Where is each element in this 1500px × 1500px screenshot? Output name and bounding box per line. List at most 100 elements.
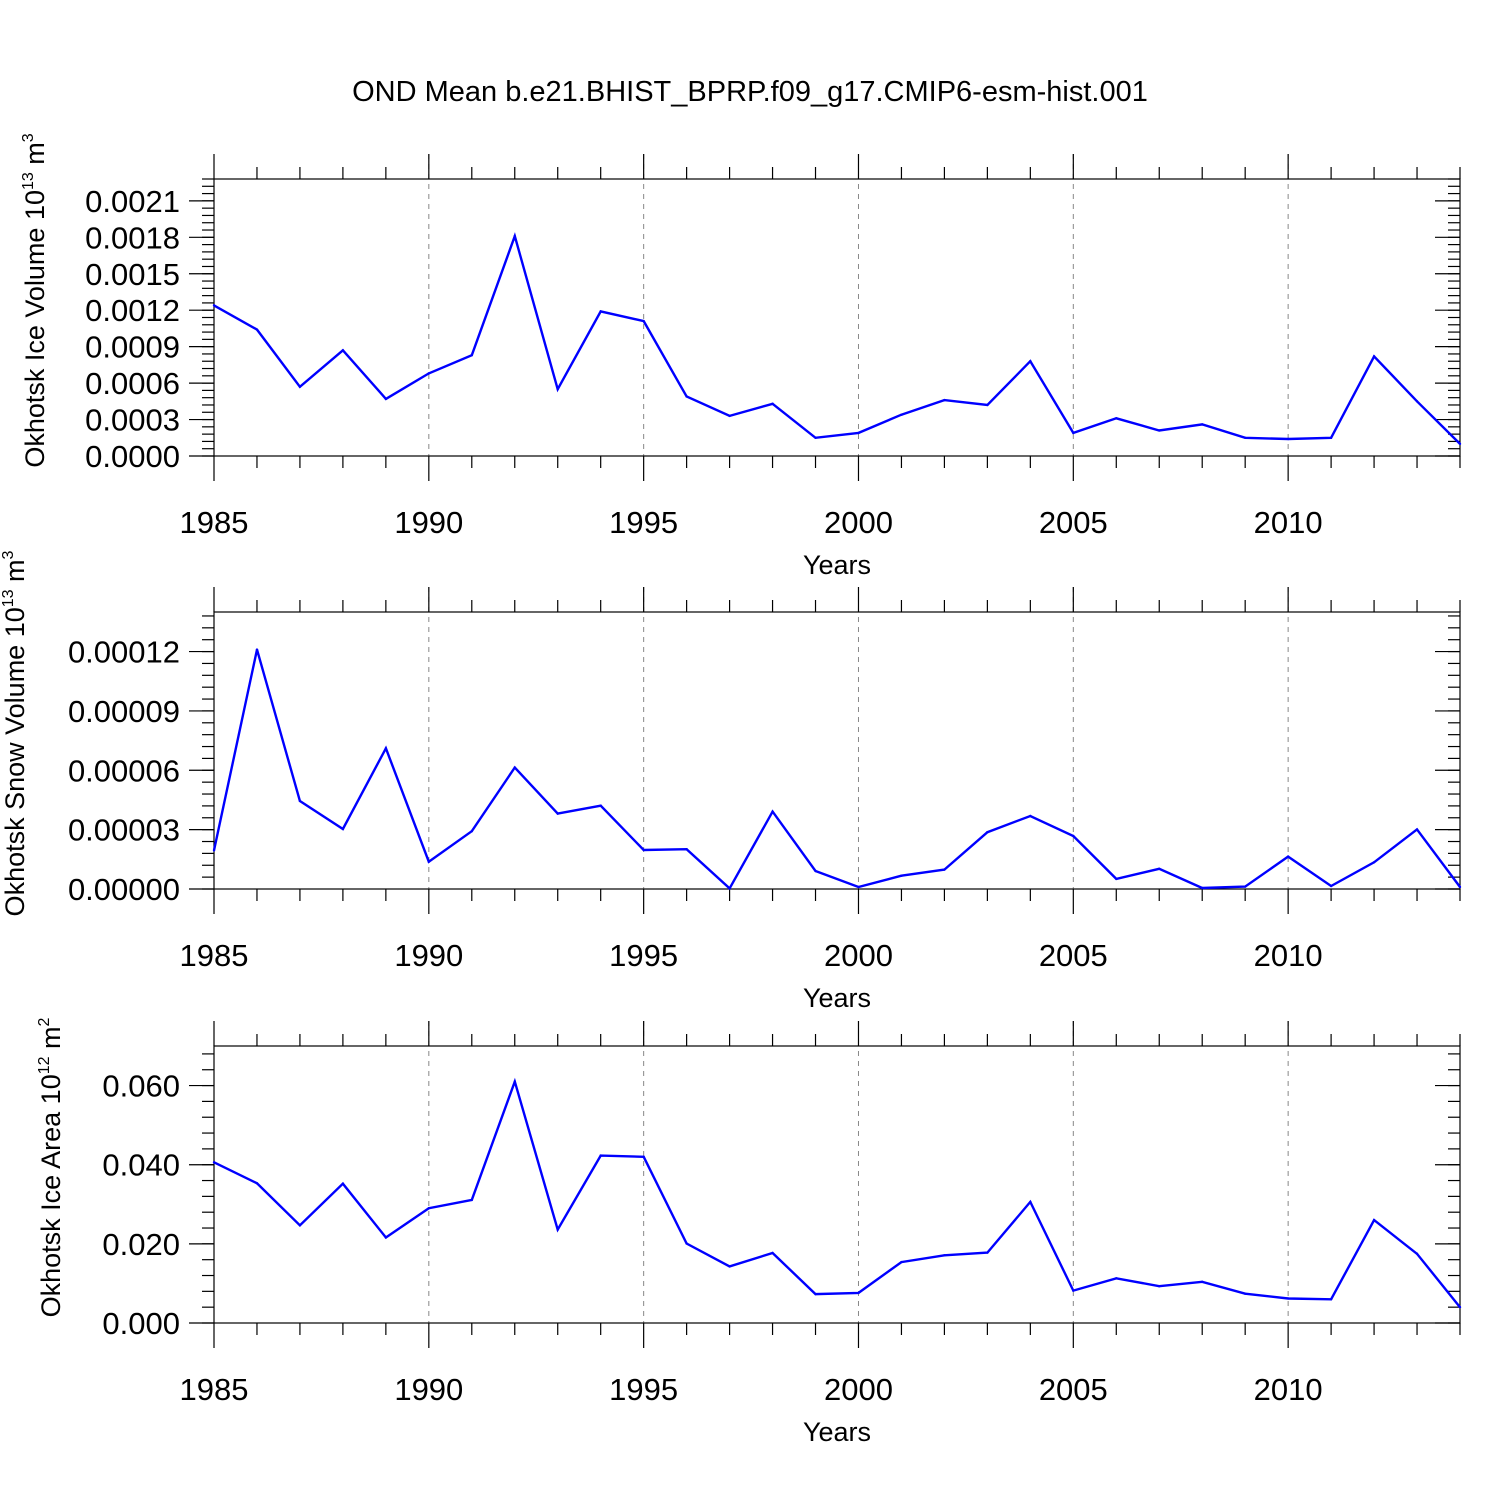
ice-area-point (1372, 1218, 1376, 1222)
snow-volume-xlabel: Years (803, 983, 871, 1013)
ice-volume-point (212, 304, 216, 307)
ice-volume-point (1415, 400, 1419, 403)
figure-title: OND Mean b.e21.BHIST_BPRP.f09_g17.CMIP6-… (352, 76, 1148, 108)
snow-volume-xtick-label: 1990 (394, 938, 463, 973)
ice-area-point (298, 1224, 302, 1227)
ice-area-xlabel: Years (803, 1417, 871, 1447)
snow-volume-ytick-label: 0.00012 (68, 635, 180, 670)
ice-volume-point (255, 328, 259, 331)
ice-volume-ytick-label: 0.0021 (85, 184, 180, 219)
ice-volume-point (642, 319, 645, 323)
ice-area-point (1072, 1289, 1075, 1292)
ice-area-point (900, 1260, 903, 1264)
snow-volume-point (900, 874, 903, 877)
ice-volume-ytick-label: 0.0000 (85, 439, 180, 474)
ice-volume-frame (213, 178, 1461, 457)
ice-volume-point (986, 403, 989, 407)
ice-volume-point (384, 397, 388, 401)
snow-volume-point (1329, 884, 1333, 888)
ice-area-point (1029, 1200, 1032, 1204)
ice-area-frame (213, 1045, 1461, 1324)
ice-volume-point (1243, 436, 1247, 439)
ice-volume-ytick-label: 0.0009 (85, 330, 180, 365)
ice-area-xtick-label: 1990 (394, 1372, 463, 1407)
ice-area-point (642, 1155, 645, 1159)
snow-volume-xtick-label: 1995 (609, 938, 678, 973)
ice-volume-point (1072, 431, 1075, 435)
ice-area-point (1286, 1297, 1290, 1300)
ice-volume-series-line (213, 232, 1461, 445)
ice-volume-point (1158, 429, 1161, 432)
snow-volume-point (814, 869, 817, 873)
ice-volume-ytick-label: 0.0003 (85, 403, 180, 438)
snow-volume-point (1243, 885, 1247, 888)
ice-volume-point (341, 349, 345, 352)
ice-area-point (728, 1265, 731, 1268)
snow-volume-point (943, 868, 946, 871)
ice-volume-point (1115, 417, 1118, 420)
ice-volume-point (470, 353, 473, 357)
ice-area-point (685, 1242, 688, 1245)
snow-volume-point (255, 648, 259, 651)
ice-area-xtick-label: 2005 (1039, 1372, 1108, 1407)
ice-volume-point (728, 414, 731, 418)
ice-area-xtick-label: 1995 (609, 1372, 678, 1407)
snow-volume-point (212, 849, 216, 852)
ice-volume-point (599, 310, 602, 313)
snow-volume-point (470, 830, 473, 833)
snow-volume-xtick-label: 1985 (180, 938, 249, 973)
ice-area-point (943, 1254, 946, 1257)
ice-volume-point (1201, 423, 1204, 426)
snow-volume-point (341, 827, 345, 831)
ice-volume-ytick-label: 0.0015 (85, 257, 180, 292)
ice-volume-point (943, 398, 946, 402)
ice-area-point (1243, 1292, 1247, 1295)
ice-volume-ytick-label: 0.0012 (85, 293, 180, 328)
snow-volume-point (1372, 861, 1376, 864)
snow-volume-point (427, 860, 431, 863)
ice-volume-xlabel: Years (803, 550, 871, 580)
snow-volume-point (384, 747, 388, 750)
ice-volume-ytick-label: 0.0018 (85, 220, 180, 255)
ice-area-series-line (213, 1077, 1461, 1308)
panel-ice-area: 1985 1990 1995 2000 2005 2010 0.000 0.020 0.040 0… (36, 1017, 1462, 1447)
snow-volume-point (1458, 885, 1462, 889)
snow-volume-point (986, 831, 989, 834)
ice-area-point (212, 1161, 216, 1164)
snow-volume-ytick-label: 0.00006 (68, 753, 180, 788)
ice-volume-xtick-label: 2000 (824, 505, 893, 540)
snow-volume-point (1201, 886, 1204, 890)
snow-volume-series-line (212, 649, 1461, 891)
ice-area-point (513, 1080, 516, 1083)
snow-volume-point (1415, 828, 1419, 831)
ice-area-point (599, 1154, 602, 1157)
snow-volume-point (513, 766, 516, 769)
ice-area-point (470, 1198, 473, 1202)
snow-volume-point (556, 812, 559, 815)
snow-volume-xtick-label: 2005 (1039, 938, 1108, 973)
ice-volume-point (427, 372, 431, 375)
ice-area-point (771, 1251, 774, 1255)
ice-area-point (857, 1291, 860, 1295)
snow-volume-ytick-label: 0.00009 (68, 694, 180, 729)
ice-area-xtick-label: 2010 (1254, 1372, 1323, 1407)
ice-area-point (1158, 1284, 1161, 1288)
ice-volume-point (298, 385, 302, 388)
ice-area-point (1329, 1298, 1333, 1301)
snow-volume-point (857, 885, 860, 889)
ice-area-xtick-label: 1985 (180, 1372, 249, 1407)
snow-volume-frame (213, 611, 1461, 890)
ice-area-point (341, 1182, 345, 1185)
ice-volume-point (685, 395, 688, 398)
ice-area-ytick-label: 0.020 (102, 1227, 180, 1262)
ice-area-point (814, 1292, 817, 1296)
ice-volume-point (857, 431, 860, 435)
ice-area-point (1415, 1252, 1419, 1255)
ice-area-point (986, 1251, 989, 1254)
ice-volume-xtick-label: 1985 (180, 505, 249, 540)
snow-volume-point (771, 810, 774, 813)
ice-area-point (1201, 1280, 1204, 1284)
ice-volume-xtick-label: 1990 (394, 505, 463, 540)
ice-area-ytick-label: 0.060 (102, 1069, 180, 1104)
